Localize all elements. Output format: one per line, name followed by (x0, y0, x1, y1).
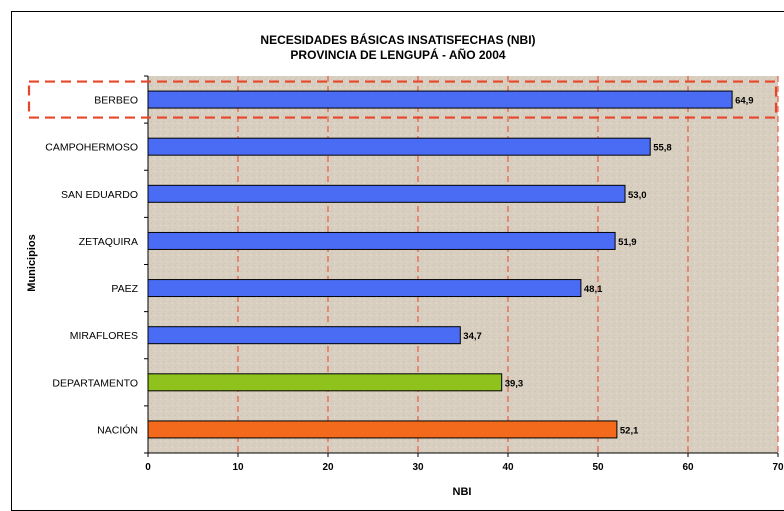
bar-paez (147, 279, 582, 298)
chart-title: NECESIDADES BÁSICAS INSATISFECHAS (NBI) (260, 32, 535, 47)
bar-san-eduardo (147, 184, 626, 203)
category-label: NACIÓN (97, 423, 138, 436)
category-label: DEPARTAMENTO (52, 377, 138, 389)
value-label: 64,9 (735, 96, 754, 107)
x-tick-label: 0 (145, 462, 151, 473)
category-label: ZETAQUIRA (79, 236, 138, 248)
value-label: 52,1 (620, 425, 639, 436)
x-tick-label: 10 (232, 462, 244, 473)
category-label: BERBEO (94, 95, 138, 107)
x-tick-label: 70 (772, 462, 784, 473)
labels: 0 10 20 30 40 50 60 70 BERBEO 64,9 CAMPOHERMOSO 55,… (45, 95, 784, 473)
chart-subtitle: PROVINCIA DE LENGUPÁ - AÑO 2004 (290, 47, 505, 62)
category-label: CAMPOHERMOSO (45, 142, 138, 154)
plot-area (148, 76, 778, 453)
x-tick-label: 20 (322, 462, 334, 473)
x-tick-label: 50 (592, 462, 604, 473)
highlight-box (27, 80, 778, 119)
bar-nación (147, 420, 618, 439)
y-axis-title: Municipios (26, 234, 38, 291)
category-label: MIRAFLORES (70, 330, 138, 342)
x-tick-label: 40 (502, 462, 514, 473)
bar-zetaquira (147, 231, 616, 250)
bar-miraflores (147, 326, 461, 345)
value-label: 55,8 (653, 143, 672, 154)
value-label: 53,0 (628, 190, 647, 201)
bar-campohermoso (147, 137, 651, 156)
bar-berbeo (147, 90, 733, 109)
value-label: 39,3 (505, 378, 524, 389)
value-label: 48,1 (584, 284, 603, 295)
category-label: PAEZ (111, 283, 138, 295)
category-label: SAN EDUARDO (61, 189, 138, 201)
bars (147, 90, 733, 439)
value-label: 51,9 (618, 237, 637, 248)
x-tick-label: 60 (682, 462, 694, 473)
x-tick-label: 30 (412, 462, 424, 473)
x-axis-title: NBI (453, 486, 472, 498)
bar-departamento (147, 373, 503, 392)
value-label: 34,7 (463, 331, 482, 342)
